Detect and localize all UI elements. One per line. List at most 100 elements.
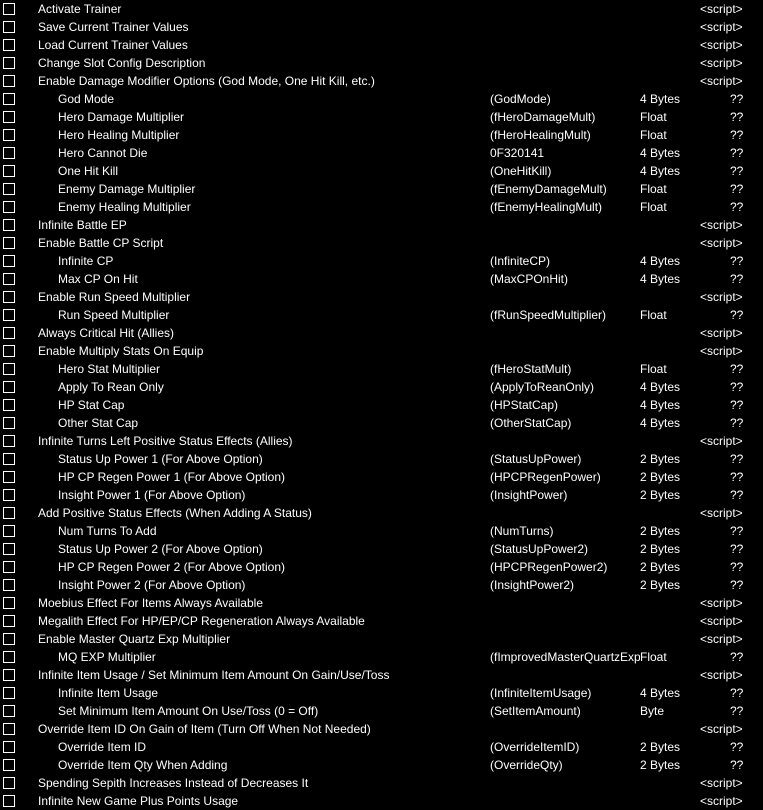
- active-checkbox[interactable]: [3, 489, 15, 501]
- active-checkbox[interactable]: [3, 3, 15, 15]
- row-description[interactable]: Load Current Trainer Values: [38, 36, 196, 54]
- active-checkbox[interactable]: [3, 759, 15, 771]
- active-checkbox[interactable]: [3, 525, 15, 537]
- active-checkbox[interactable]: [3, 723, 15, 735]
- row-description[interactable]: HP CP Regen Power 1 (For Above Option): [58, 468, 293, 486]
- table-row[interactable]: Enable Battle CP Script<script>: [0, 234, 763, 252]
- row-description[interactable]: Megalith Effect For HP/EP/CP Regeneratio…: [38, 612, 373, 630]
- row-description[interactable]: Infinite Item Usage: [58, 684, 166, 702]
- row-value[interactable]: ??: [730, 90, 743, 108]
- active-checkbox[interactable]: [3, 543, 15, 555]
- active-checkbox[interactable]: [3, 561, 15, 573]
- row-description[interactable]: Infinite Battle EP: [38, 216, 135, 234]
- active-checkbox[interactable]: [3, 291, 15, 303]
- row-description[interactable]: Override Item ID: [58, 738, 154, 756]
- row-description[interactable]: Infinite Item Usage / Set Minimum Item A…: [38, 666, 397, 684]
- table-row[interactable]: Enable Multiply Stats On Equip<script>: [0, 342, 763, 360]
- table-row[interactable]: Num Turns To Add(NumTurns)2 Bytes??: [0, 522, 763, 540]
- row-value[interactable]: ??: [730, 252, 743, 270]
- active-checkbox[interactable]: [3, 345, 15, 357]
- row-description[interactable]: Insight Power 1 (For Above Option): [58, 486, 253, 504]
- active-checkbox[interactable]: [3, 75, 15, 87]
- row-description[interactable]: Apply To Rean Only: [58, 378, 172, 396]
- table-row[interactable]: Megalith Effect For HP/EP/CP Regeneratio…: [0, 612, 763, 630]
- active-checkbox[interactable]: [3, 201, 15, 213]
- table-row[interactable]: Status Up Power 1 (For Above Option)(Sta…: [0, 450, 763, 468]
- row-description[interactable]: Infinite Turns Left Positive Status Effe…: [38, 432, 301, 450]
- table-row[interactable]: Infinite CP(InfiniteCP)4 Bytes??: [0, 252, 763, 270]
- active-checkbox[interactable]: [3, 219, 15, 231]
- table-row[interactable]: Moebius Effect For Items Always Availabl…: [0, 594, 763, 612]
- row-description[interactable]: Enemy Healing Multiplier: [58, 198, 199, 216]
- active-checkbox[interactable]: [3, 273, 15, 285]
- table-row[interactable]: Hero Healing Multiplier(fHeroHealingMult…: [0, 126, 763, 144]
- row-description[interactable]: Status Up Power 2 (For Above Option): [58, 540, 271, 558]
- table-row[interactable]: Add Positive Status Effects (When Adding…: [0, 504, 763, 522]
- table-row[interactable]: Override Item ID On Gain of Item (Turn O…: [0, 720, 763, 738]
- table-row[interactable]: Apply To Rean Only(ApplyToReanOnly)4 Byt…: [0, 378, 763, 396]
- active-checkbox[interactable]: [3, 129, 15, 141]
- row-value[interactable]: ??: [730, 576, 743, 594]
- active-checkbox[interactable]: [3, 255, 15, 267]
- row-description[interactable]: Enemy Damage Multiplier: [58, 180, 203, 198]
- table-row[interactable]: Enemy Damage Multiplier(fEnemyDamageMult…: [0, 180, 763, 198]
- row-description[interactable]: Insight Power 2 (For Above Option): [58, 576, 253, 594]
- row-value[interactable]: ??: [730, 162, 743, 180]
- row-description[interactable]: Num Turns To Add: [58, 522, 165, 540]
- active-checkbox[interactable]: [3, 399, 15, 411]
- row-description[interactable]: Moebius Effect For Items Always Availabl…: [38, 594, 271, 612]
- table-row[interactable]: Override Item Qty When Adding(OverrideQt…: [0, 756, 763, 774]
- table-row[interactable]: Enable Damage Modifier Options (God Mode…: [0, 72, 763, 90]
- row-description[interactable]: One Hit Kill: [58, 162, 126, 180]
- table-row[interactable]: HP Stat Cap(HPStatCap)4 Bytes??: [0, 396, 763, 414]
- row-value[interactable]: ??: [730, 648, 743, 666]
- active-checkbox[interactable]: [3, 147, 15, 159]
- row-description[interactable]: Add Positive Status Effects (When Adding…: [38, 504, 320, 522]
- active-checkbox[interactable]: [3, 507, 15, 519]
- row-description[interactable]: Run Speed Multiplier: [58, 306, 177, 324]
- row-value[interactable]: ??: [730, 522, 743, 540]
- active-checkbox[interactable]: [3, 363, 15, 375]
- active-checkbox[interactable]: [3, 417, 15, 429]
- row-value[interactable]: ??: [730, 378, 743, 396]
- active-checkbox[interactable]: [3, 111, 15, 123]
- active-checkbox[interactable]: [3, 651, 15, 663]
- row-description[interactable]: Hero Damage Multiplier: [58, 108, 192, 126]
- active-checkbox[interactable]: [3, 741, 15, 753]
- active-checkbox[interactable]: [3, 579, 15, 591]
- row-value[interactable]: ??: [730, 540, 743, 558]
- row-value[interactable]: ??: [730, 756, 743, 774]
- table-row[interactable]: Hero Cannot Die0F3201414 Bytes??: [0, 144, 763, 162]
- row-description[interactable]: Spending Sepith Increases Instead of Dec…: [38, 774, 316, 792]
- table-row[interactable]: Spending Sepith Increases Instead of Dec…: [0, 774, 763, 792]
- row-description[interactable]: Change Slot Config Description: [38, 54, 213, 72]
- row-description[interactable]: Hero Stat Multiplier: [58, 360, 168, 378]
- active-checkbox[interactable]: [3, 777, 15, 789]
- active-checkbox[interactable]: [3, 597, 15, 609]
- active-checkbox[interactable]: [3, 57, 15, 69]
- active-checkbox[interactable]: [3, 21, 15, 33]
- table-row[interactable]: Max CP On Hit(MaxCPOnHit)4 Bytes??: [0, 270, 763, 288]
- active-checkbox[interactable]: [3, 633, 15, 645]
- row-description[interactable]: Enable Run Speed Multiplier: [38, 288, 198, 306]
- table-row[interactable]: Save Current Trainer Values<script>: [0, 18, 763, 36]
- active-checkbox[interactable]: [3, 39, 15, 51]
- row-description[interactable]: Hero Healing Multiplier: [58, 126, 187, 144]
- row-description[interactable]: MQ EXP Multiplier: [58, 648, 164, 666]
- row-description[interactable]: God Mode: [58, 90, 122, 108]
- table-row[interactable]: Insight Power 2 (For Above Option)(Insig…: [0, 576, 763, 594]
- row-description[interactable]: Save Current Trainer Values: [38, 18, 197, 36]
- table-row[interactable]: HP CP Regen Power 1 (For Above Option)(H…: [0, 468, 763, 486]
- row-value[interactable]: ??: [730, 468, 743, 486]
- table-row[interactable]: Infinite Battle EP<script>: [0, 216, 763, 234]
- table-row[interactable]: Load Current Trainer Values<script>: [0, 36, 763, 54]
- row-description[interactable]: HP Stat Cap: [58, 396, 132, 414]
- table-row[interactable]: Hero Stat Multiplier(fHeroStatMult)Float…: [0, 360, 763, 378]
- table-row[interactable]: One Hit Kill(OneHitKill)4 Bytes??: [0, 162, 763, 180]
- active-checkbox[interactable]: [3, 453, 15, 465]
- table-row[interactable]: Insight Power 1 (For Above Option)(Insig…: [0, 486, 763, 504]
- row-description[interactable]: Enable Battle CP Script: [38, 234, 171, 252]
- table-row[interactable]: Run Speed Multiplier(fRunSpeedMultiplier…: [0, 306, 763, 324]
- row-value[interactable]: ??: [730, 270, 743, 288]
- row-value[interactable]: ??: [730, 396, 743, 414]
